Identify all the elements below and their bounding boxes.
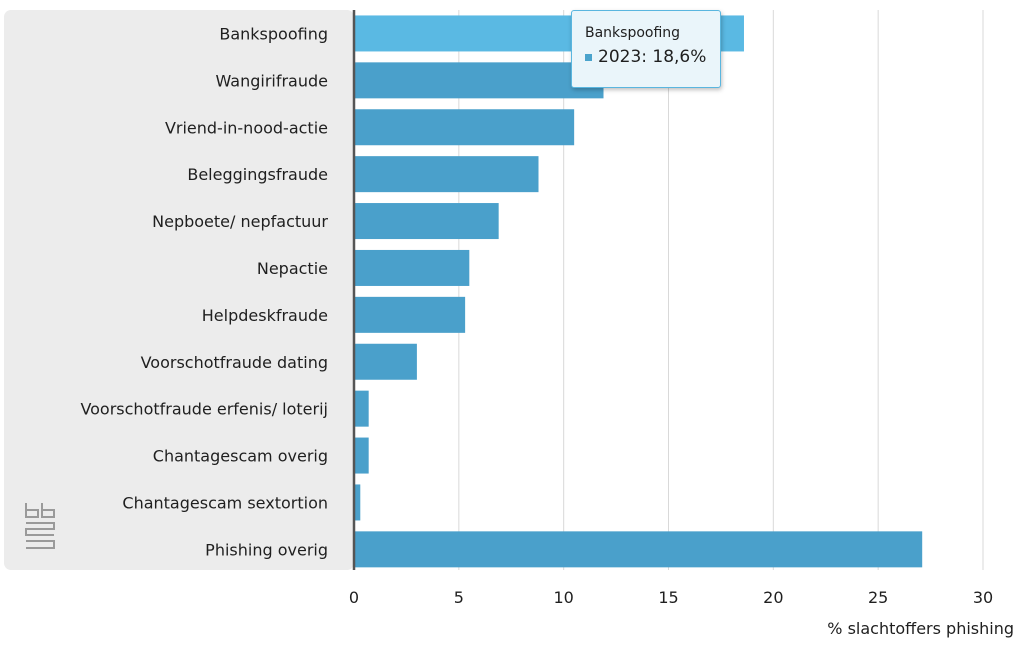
category-label: Vriend-in-nood-actie xyxy=(165,118,328,137)
category-label: Wangirifraude xyxy=(215,71,328,90)
bar[interactable] xyxy=(354,109,575,146)
x-tick-labels: 0 5 10 15 20 25 30 xyxy=(349,588,993,607)
x-tick-label: 10 xyxy=(553,588,573,607)
bar[interactable] xyxy=(354,249,470,286)
category-label: Phishing overig xyxy=(205,540,328,559)
x-tick-label: 0 xyxy=(349,588,359,607)
bar[interactable] xyxy=(354,390,369,427)
category-label: Voorschotfraude dating xyxy=(141,353,328,372)
category-label: Chantagescam overig xyxy=(153,447,328,466)
gridlines xyxy=(458,10,984,570)
category-label: Beleggingsfraude xyxy=(187,165,328,184)
tooltip-row: 2023: 18,6% xyxy=(585,47,708,67)
tooltip: Bankspoofing 2023: 18,6% xyxy=(571,10,721,88)
category-label: Bankspoofing xyxy=(219,24,328,43)
bar[interactable] xyxy=(354,343,417,380)
x-axis-title: % slachtoffers phishing xyxy=(827,619,1014,638)
x-tick-label: 30 xyxy=(973,588,993,607)
category-label: Chantagescam sextortion xyxy=(122,493,328,512)
category-label: Helpdeskfraude xyxy=(202,306,328,325)
bar[interactable] xyxy=(354,484,361,521)
category-label: Voorschotfraude erfenis/ loterij xyxy=(80,400,328,419)
bar[interactable] xyxy=(354,296,466,333)
tooltip-title: Bankspoofing xyxy=(585,25,681,41)
cbs-logo-icon xyxy=(25,503,55,549)
bar[interactable] xyxy=(354,156,539,193)
x-tick-label: 20 xyxy=(763,588,783,607)
category-label: Nepboete/ nepfactuur xyxy=(152,212,328,231)
x-tick-label: 25 xyxy=(868,588,888,607)
bar[interactable] xyxy=(354,203,499,240)
bars xyxy=(354,15,923,568)
category-labels: Bankspoofing Wangirifraude Vriend-in-nood-… xyxy=(80,24,328,559)
bar[interactable] xyxy=(354,62,604,99)
category-label: Nepactie xyxy=(257,259,328,278)
bar[interactable] xyxy=(354,437,369,474)
category-label-panel xyxy=(4,10,354,570)
tooltip-series-swatch xyxy=(585,53,592,61)
tooltip-value: 2023: 18,6% xyxy=(598,47,707,67)
bar[interactable] xyxy=(354,531,923,568)
x-tick-label: 15 xyxy=(658,588,678,607)
x-tick-label: 5 xyxy=(454,588,464,607)
